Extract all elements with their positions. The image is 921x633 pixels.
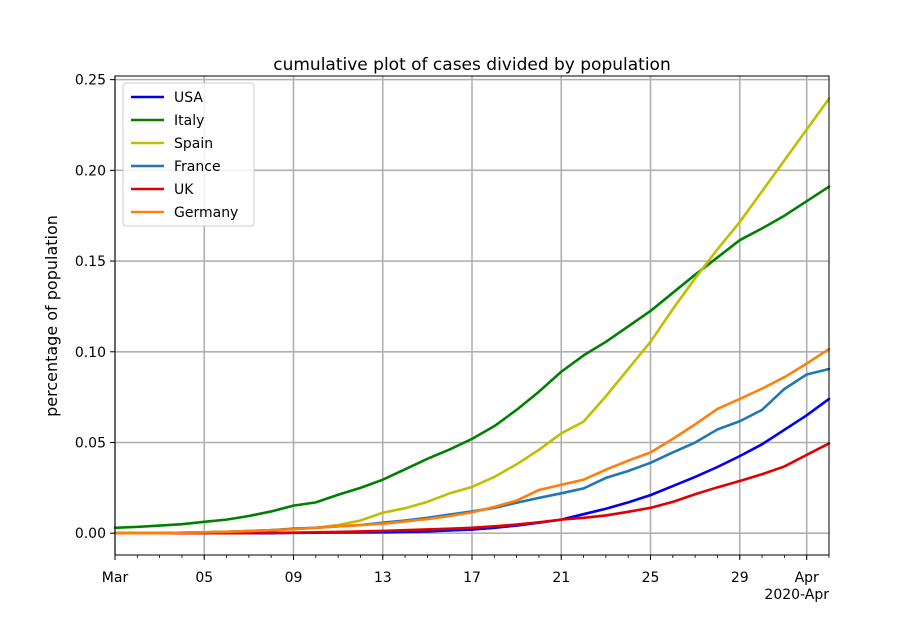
y-tick-label: 0.15 bbox=[75, 254, 106, 270]
legend-label-germany: Germany bbox=[174, 205, 238, 221]
y-tick-label: 0.00 bbox=[75, 526, 106, 542]
x-tick-label: 09 bbox=[285, 570, 303, 586]
grid bbox=[114, 76, 829, 555]
x-tick-label: Mar bbox=[102, 570, 129, 586]
legend: USA Italy Spain France UK Germany bbox=[122, 82, 255, 227]
legend-label-france: France bbox=[174, 159, 221, 175]
series-line-italy bbox=[113, 185, 831, 530]
plot-lines bbox=[113, 97, 831, 535]
series-line-uk bbox=[113, 442, 831, 535]
x-tick-label: 17 bbox=[463, 570, 481, 586]
y-tick-label: 0.20 bbox=[75, 163, 106, 179]
x-tick-label: 29 bbox=[731, 570, 749, 586]
y-tick-label: 0.25 bbox=[75, 73, 106, 89]
x-tick-label: Apr bbox=[795, 570, 819, 586]
y-axis-label: percentage of population bbox=[42, 215, 61, 417]
y-axis: 0.00 0.05 0.10 0.15 0.20 0.25 bbox=[75, 73, 115, 542]
x-axis-offset-label: 2020-Apr bbox=[764, 587, 829, 603]
x-tick-label: 13 bbox=[374, 570, 392, 586]
legend-label-italy: Italy bbox=[174, 113, 204, 129]
x-tick-label: 21 bbox=[552, 570, 570, 586]
x-tick-label: 25 bbox=[642, 570, 660, 586]
chart-title: cumulative plot of cases divided by popu… bbox=[273, 55, 670, 75]
y-tick-label: 0.10 bbox=[75, 345, 106, 361]
x-axis: Mar 05 09 13 17 21 25 29 Apr bbox=[102, 555, 830, 586]
legend-label-usa: USA bbox=[174, 90, 203, 106]
legend-label-uk: UK bbox=[174, 182, 194, 198]
x-tick-label: 05 bbox=[195, 570, 213, 586]
series-line-germany bbox=[113, 347, 831, 535]
legend-label-spain: Spain bbox=[174, 136, 213, 152]
y-tick-label: 0.05 bbox=[75, 436, 106, 452]
